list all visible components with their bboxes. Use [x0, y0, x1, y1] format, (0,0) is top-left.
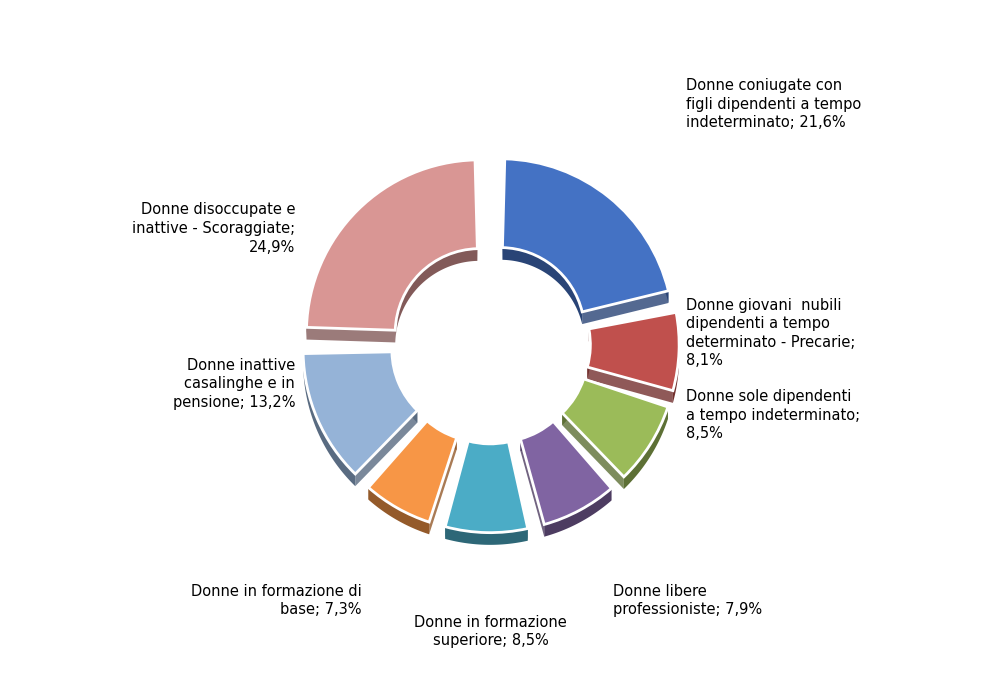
Text: Donne in formazione di
base; 7,3%: Donne in formazione di base; 7,3% [191, 583, 362, 617]
Polygon shape [445, 441, 468, 539]
Polygon shape [427, 421, 457, 450]
Polygon shape [392, 352, 417, 422]
Wedge shape [562, 379, 668, 477]
Wedge shape [521, 421, 611, 524]
Polygon shape [429, 438, 457, 535]
Polygon shape [582, 291, 668, 324]
Polygon shape [673, 312, 679, 403]
Polygon shape [521, 439, 544, 537]
Polygon shape [306, 327, 395, 343]
Polygon shape [395, 248, 478, 343]
Wedge shape [445, 441, 528, 533]
Polygon shape [306, 160, 475, 340]
Text: Donne giovani  nubili
dipendenti a tempo
determinato - Precarie;
8,1%: Donne giovani nubili dipendenti a tempo … [686, 297, 855, 368]
Polygon shape [369, 488, 429, 535]
Wedge shape [369, 421, 457, 522]
Polygon shape [502, 159, 505, 260]
Polygon shape [468, 441, 508, 456]
Polygon shape [521, 421, 553, 451]
Text: Donne sole dipendenti
a tempo indeterminato;
8,5%: Donne sole dipendenti a tempo indetermin… [686, 389, 860, 441]
Polygon shape [562, 413, 624, 489]
Wedge shape [588, 312, 679, 391]
Polygon shape [355, 411, 417, 486]
Polygon shape [589, 312, 676, 341]
Text: Donne in formazione
superiore; 8,5%: Donne in formazione superiore; 8,5% [414, 615, 567, 648]
Polygon shape [624, 407, 668, 489]
Polygon shape [369, 421, 427, 499]
Polygon shape [475, 160, 478, 261]
Text: Donne libere
professioniste; 7,9%: Donne libere professioniste; 7,9% [612, 583, 761, 617]
Polygon shape [502, 248, 582, 324]
Polygon shape [445, 527, 528, 545]
Polygon shape [588, 367, 673, 403]
Polygon shape [303, 352, 392, 366]
Polygon shape [562, 379, 584, 425]
Polygon shape [544, 488, 611, 537]
Wedge shape [306, 160, 478, 330]
Polygon shape [584, 379, 668, 419]
Polygon shape [508, 442, 528, 541]
Wedge shape [502, 159, 668, 312]
Polygon shape [303, 354, 355, 486]
Text: Donne coniugate con
figli dipendenti a tempo
indeterminato; 21,6%: Donne coniugate con figli dipendenti a t… [686, 78, 861, 131]
Text: Donne inattive
casalinghe e in
pensione; 13,2%: Donne inattive casalinghe e in pensione;… [173, 358, 295, 410]
Text: Donne disoccupate e
inattive - Scoraggiate;
24,9%: Donne disoccupate e inattive - Scoraggia… [132, 202, 295, 255]
Wedge shape [303, 352, 417, 474]
Polygon shape [553, 421, 611, 501]
Polygon shape [505, 159, 668, 303]
Polygon shape [588, 329, 591, 379]
